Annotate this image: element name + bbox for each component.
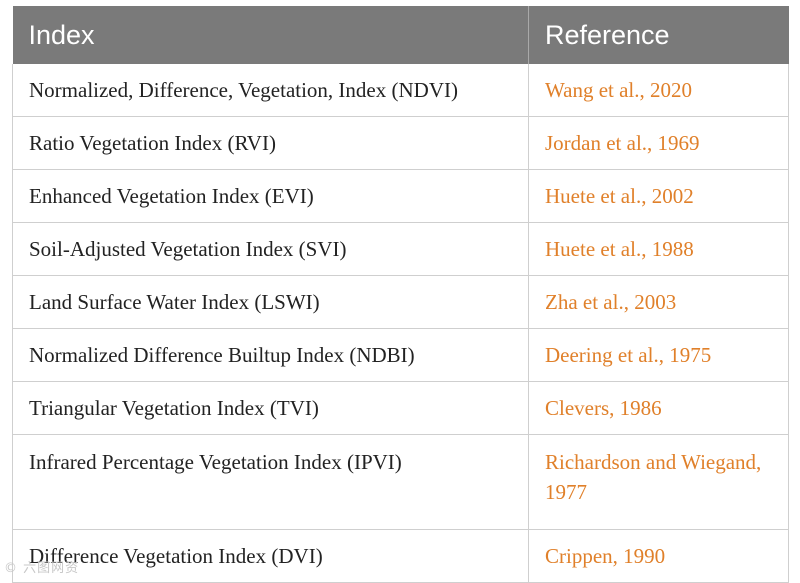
index-cell: Normalized, Difference, Vegetation, Inde… <box>12 64 529 117</box>
reference-link[interactable]: Jordan et al., 1969 <box>528 116 789 170</box>
index-cell: Ratio Vegetation Index (RVI) <box>12 116 529 170</box>
table-row: Ratio Vegetation Index (RVI) Jordan et a… <box>12 116 789 170</box>
watermark: © 六图网资 <box>4 561 80 576</box>
reference-link[interactable]: Zha et al., 2003 <box>528 275 789 329</box>
table-row: Triangular Vegetation Index (TVI) Clever… <box>12 381 789 435</box>
index-cell: Land Surface Water Index (LSWI) <box>12 275 529 329</box>
table-row: Enhanced Vegetation Index (EVI) Huete et… <box>12 169 789 223</box>
table-row: Normalized, Difference, Vegetation, Inde… <box>12 64 789 117</box>
reference-link[interactable]: Huete et al., 2002 <box>528 169 789 223</box>
table-row: Normalized Difference Builtup Index (NDB… <box>12 328 789 382</box>
reference-link[interactable]: Richardson and Wiegand, 1977 <box>528 434 789 530</box>
table-row: Difference Vegetation Index (DVI) Crippe… <box>12 529 789 583</box>
table-row: Soil-Adjusted Vegetation Index (SVI) Hue… <box>12 222 789 276</box>
vegetation-index-table: Index Reference Normalized, Difference, … <box>12 6 789 583</box>
index-cell: Infrared Percentage Vegetation Index (IP… <box>12 434 529 530</box>
index-cell: Difference Vegetation Index (DVI) <box>12 529 529 583</box>
index-cell: Enhanced Vegetation Index (EVI) <box>12 169 529 223</box>
table-row: Infrared Percentage Vegetation Index (IP… <box>12 434 789 530</box>
table-row: Land Surface Water Index (LSWI) Zha et a… <box>12 275 789 329</box>
header-reference: Reference <box>528 6 789 64</box>
header-index: Index <box>12 6 529 64</box>
table-header-row: Index Reference <box>12 6 789 64</box>
reference-link[interactable]: Huete et al., 1988 <box>528 222 789 276</box>
reference-link[interactable]: Deering et al., 1975 <box>528 328 789 382</box>
vegetation-index-table-container: Index Reference Normalized, Difference, … <box>12 6 789 583</box>
index-cell: Triangular Vegetation Index (TVI) <box>12 381 529 435</box>
index-cell: Soil-Adjusted Vegetation Index (SVI) <box>12 222 529 276</box>
index-cell: Normalized Difference Builtup Index (NDB… <box>12 328 529 382</box>
reference-link[interactable]: Wang et al., 2020 <box>528 64 789 117</box>
reference-link[interactable]: Crippen, 1990 <box>528 529 789 583</box>
reference-link[interactable]: Clevers, 1986 <box>528 381 789 435</box>
